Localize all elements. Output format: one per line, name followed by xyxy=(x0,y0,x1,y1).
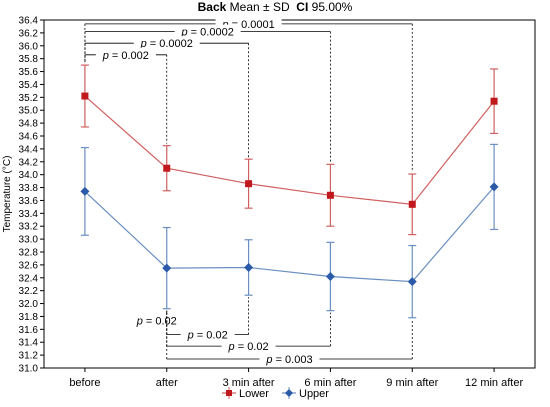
y-tick-label: 34.0 xyxy=(19,170,39,181)
y-tick-label: 31.2 xyxy=(19,351,39,362)
p-value-bracket: p = 0.003 xyxy=(166,310,413,366)
series-layer xyxy=(80,64,499,319)
label-bg xyxy=(95,47,156,61)
legend-marker xyxy=(226,390,232,396)
x-tick-label: before xyxy=(69,377,100,389)
y-tick-label: 34.8 xyxy=(19,119,39,130)
p-value-bracket: p = 0.0002 xyxy=(84,36,249,158)
y-tick-label: 34.2 xyxy=(19,157,39,168)
p-value-label: p = 0.02 xyxy=(136,315,177,327)
y-tick-label: 31.6 xyxy=(19,325,39,336)
x-tick-label: 6 min after xyxy=(304,377,356,389)
x-tick-label: 12 min after xyxy=(465,377,523,389)
label-bg xyxy=(221,339,276,353)
label-bg xyxy=(259,351,320,365)
legend-item-lower: Lower xyxy=(222,387,269,400)
p-value-label: p = 0.02 xyxy=(187,329,228,341)
y-tick-label: 34.4 xyxy=(19,144,39,155)
legend-label: Upper xyxy=(299,388,329,400)
p-value-label: p = 0.0002 xyxy=(181,27,234,39)
x-tick-label: 3 min after xyxy=(223,377,275,389)
label-bg xyxy=(129,313,184,327)
axes: 31.0 31.2 31.4 31.6 31.8 32.0 32.2 32.4 32.632.8… xyxy=(2,16,536,389)
data-point xyxy=(244,262,254,272)
title-stat: Mean ± SD xyxy=(229,0,290,14)
x-tick-label: after xyxy=(156,377,178,389)
data-point xyxy=(325,271,335,281)
series-line xyxy=(84,186,495,283)
p-value-bracket: p = 0.002 xyxy=(84,47,168,144)
label-bg xyxy=(174,24,241,38)
data-point xyxy=(489,182,499,192)
y-tick-label: 33.4 xyxy=(19,209,39,220)
legend-label: Lower xyxy=(239,388,269,400)
y-axis-label: Temperature (°C) xyxy=(2,156,13,233)
legend-item-upper: Upper xyxy=(282,387,329,400)
data-point xyxy=(326,191,334,199)
plot-frame xyxy=(43,19,536,369)
y-tick-label: 33.6 xyxy=(19,196,39,207)
y-tick-label: 36.0 xyxy=(19,41,39,52)
y-tick-label: 34.6 xyxy=(19,132,39,143)
data-point xyxy=(245,180,253,188)
p-value-bracket: p = 0.0002 xyxy=(84,24,331,163)
y-tick-label: 36.2 xyxy=(19,28,39,39)
data-point xyxy=(407,277,417,287)
y-tick-label: 33.0 xyxy=(19,235,39,246)
y-tick-label: 32.0 xyxy=(19,299,39,310)
y-tick-label: 36.4 xyxy=(19,16,39,27)
data-point xyxy=(81,92,89,100)
y-tick-label: 35.0 xyxy=(19,106,39,117)
p-value-label: p = 0.0002 xyxy=(140,38,193,50)
y-tick-label: 31.8 xyxy=(19,312,39,323)
chart-title: Back Mean ± SD CI 95.00% xyxy=(0,0,550,14)
y-tick-label: 32.6 xyxy=(19,260,39,271)
data-point xyxy=(408,200,416,208)
y-tick-label: 33.8 xyxy=(19,183,39,194)
p-value-bracket: p = 0.02 xyxy=(166,310,331,353)
data-point xyxy=(163,164,171,172)
p-value-label: p = 0.02 xyxy=(228,341,269,353)
y-tick-label: 32.2 xyxy=(19,286,39,297)
y-tick-label: 35.4 xyxy=(19,80,39,91)
label-bg xyxy=(180,327,235,341)
y-tick-label: 35.6 xyxy=(19,67,39,78)
y-tick-label: 35.8 xyxy=(19,54,39,65)
series-upper xyxy=(80,143,499,319)
y-tick-label: 31.4 xyxy=(19,338,39,349)
y-tick-label: 35.2 xyxy=(19,93,39,104)
legend: Lower Upper xyxy=(222,387,329,400)
y-tick-label: 33.2 xyxy=(19,222,39,233)
series-line xyxy=(84,95,495,205)
data-point xyxy=(80,186,90,196)
series-lower xyxy=(80,64,499,236)
data-point xyxy=(162,263,172,273)
y-tick-label: 31.0 xyxy=(19,364,39,375)
data-point xyxy=(490,97,498,105)
p-value-bracket: p = 0.02 xyxy=(129,310,184,327)
title-bold: Back xyxy=(197,0,227,14)
y-tick-label: 32.8 xyxy=(19,248,39,259)
p-value-label: p = 0.003 xyxy=(265,354,312,366)
title-ci-bold: CI xyxy=(296,0,309,14)
label-bg xyxy=(133,36,200,50)
legend-marker xyxy=(285,389,293,397)
y-tick-label: 32.4 xyxy=(19,273,39,284)
p-value-label: p = 0.002 xyxy=(102,50,149,62)
x-tick-label: 9 min after xyxy=(386,377,438,389)
title-ci: 95.00% xyxy=(311,0,353,14)
p-value-bracket: p = 0.02 xyxy=(166,297,249,341)
